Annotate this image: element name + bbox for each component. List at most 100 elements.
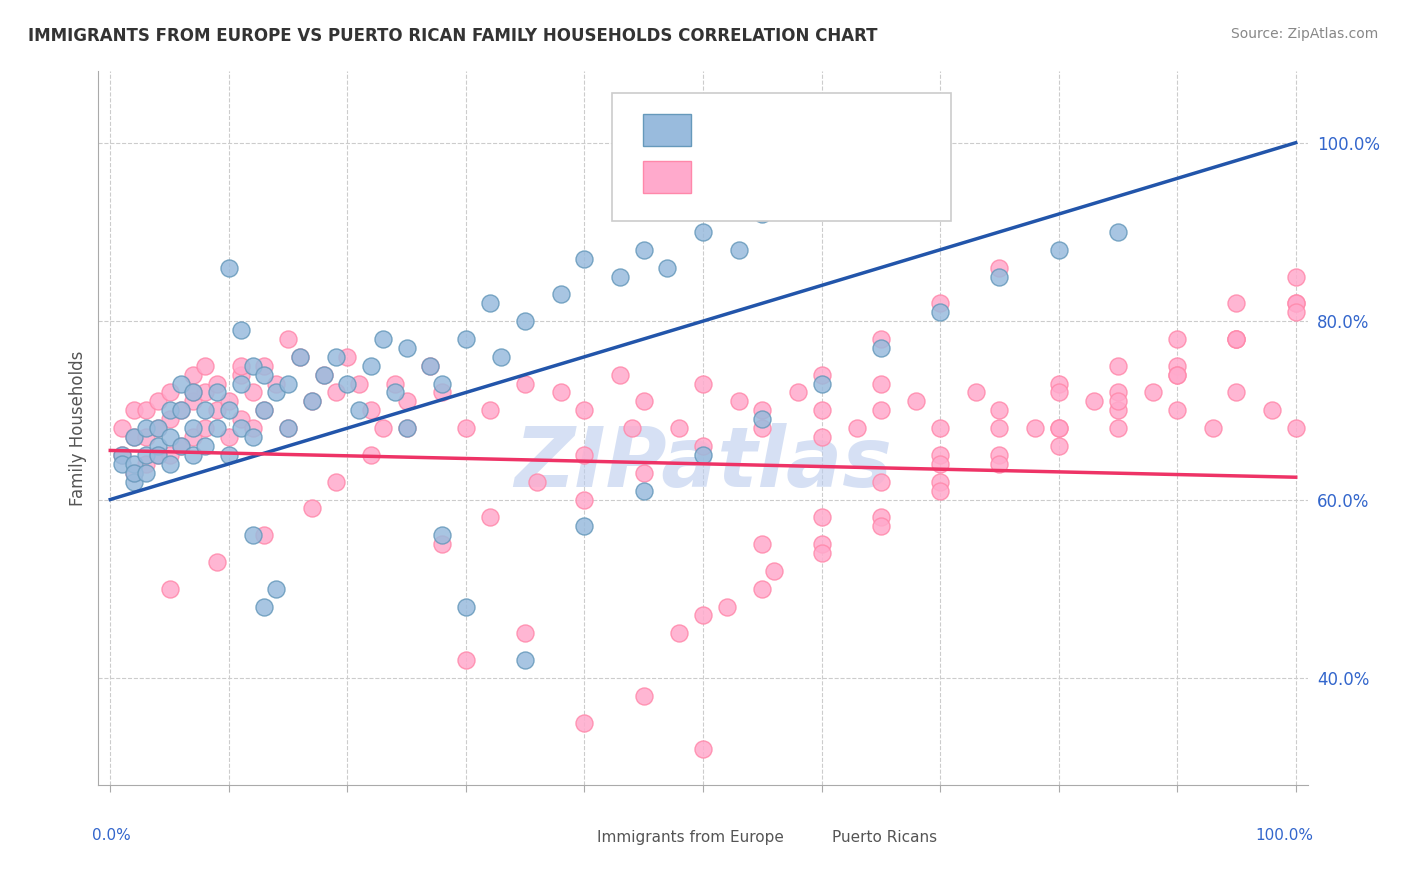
Point (135, 448, 157, 462)
Point (1107, 421, 1129, 435)
Point (810, 537, 832, 551)
Point (454, 332, 477, 346)
Point (146, 448, 169, 462)
Point (264, 385, 287, 400)
Point (135, 403, 157, 417)
Point (574, 403, 596, 417)
Point (1202, 421, 1225, 435)
Point (122, 466, 145, 480)
Point (242, 528, 264, 542)
Point (1225, 385, 1247, 400)
Bar (643, 114, 690, 146)
Point (159, 457, 181, 471)
Point (965, 385, 987, 400)
Point (253, 359, 276, 373)
Point (301, 501, 323, 516)
Bar (558, 824, 588, 849)
Point (146, 394, 169, 409)
Point (347, 403, 370, 417)
Point (786, 385, 808, 400)
Point (253, 403, 276, 417)
Point (988, 269, 1011, 284)
Point (1285, 305, 1308, 319)
Point (478, 510, 501, 524)
Point (810, 430, 832, 444)
Point (301, 394, 323, 409)
Point (574, 448, 596, 462)
Point (550, 385, 572, 400)
Point (312, 368, 335, 382)
Point (515, 376, 537, 391)
Point (1047, 439, 1070, 453)
Point (1285, 296, 1308, 310)
Point (325, 475, 347, 489)
Point (205, 385, 228, 400)
Point (159, 430, 181, 444)
Point (181, 385, 204, 400)
Point (159, 385, 181, 400)
Point (988, 457, 1011, 471)
Point (751, 582, 773, 596)
Point (1047, 243, 1070, 257)
Point (869, 475, 891, 489)
Point (194, 359, 217, 373)
Point (277, 421, 299, 435)
Point (846, 421, 869, 435)
Point (122, 466, 145, 480)
Point (159, 412, 181, 426)
Point (218, 448, 240, 462)
Point (478, 296, 501, 310)
Point (395, 394, 418, 409)
Point (360, 448, 382, 462)
Point (277, 332, 299, 346)
Point (550, 287, 572, 301)
Point (692, 439, 714, 453)
Point (194, 421, 217, 435)
Point (1225, 332, 1247, 346)
Point (1047, 376, 1070, 391)
Point (1142, 385, 1164, 400)
Point (170, 376, 193, 391)
Point (229, 323, 252, 337)
Point (574, 519, 596, 533)
Point (929, 457, 952, 471)
Point (181, 368, 204, 382)
Point (869, 510, 891, 524)
Point (810, 510, 832, 524)
Point (146, 421, 169, 435)
Point (1047, 385, 1070, 400)
Point (242, 430, 264, 444)
Point (135, 466, 157, 480)
Point (929, 475, 952, 489)
Point (810, 546, 832, 560)
Point (135, 457, 157, 471)
Point (384, 376, 406, 391)
Point (491, 350, 513, 364)
Point (657, 260, 679, 275)
Point (242, 359, 264, 373)
Point (181, 385, 204, 400)
Text: R = -0.127   N = 143: R = -0.127 N = 143 (703, 168, 907, 186)
Point (242, 385, 264, 400)
Point (336, 350, 359, 364)
Point (454, 421, 477, 435)
Point (312, 368, 335, 382)
Point (1166, 368, 1188, 382)
Point (869, 332, 891, 346)
Point (633, 483, 655, 498)
Point (146, 448, 169, 462)
Point (218, 260, 240, 275)
Point (692, 225, 714, 239)
Point (515, 653, 537, 667)
Point (1107, 394, 1129, 409)
Point (395, 421, 418, 435)
Point (325, 350, 347, 364)
Point (1107, 403, 1129, 417)
Point (633, 466, 655, 480)
Point (111, 448, 134, 462)
Point (574, 492, 596, 507)
Point (988, 403, 1011, 417)
Point (716, 599, 738, 614)
Point (181, 421, 204, 435)
Point (229, 376, 252, 391)
